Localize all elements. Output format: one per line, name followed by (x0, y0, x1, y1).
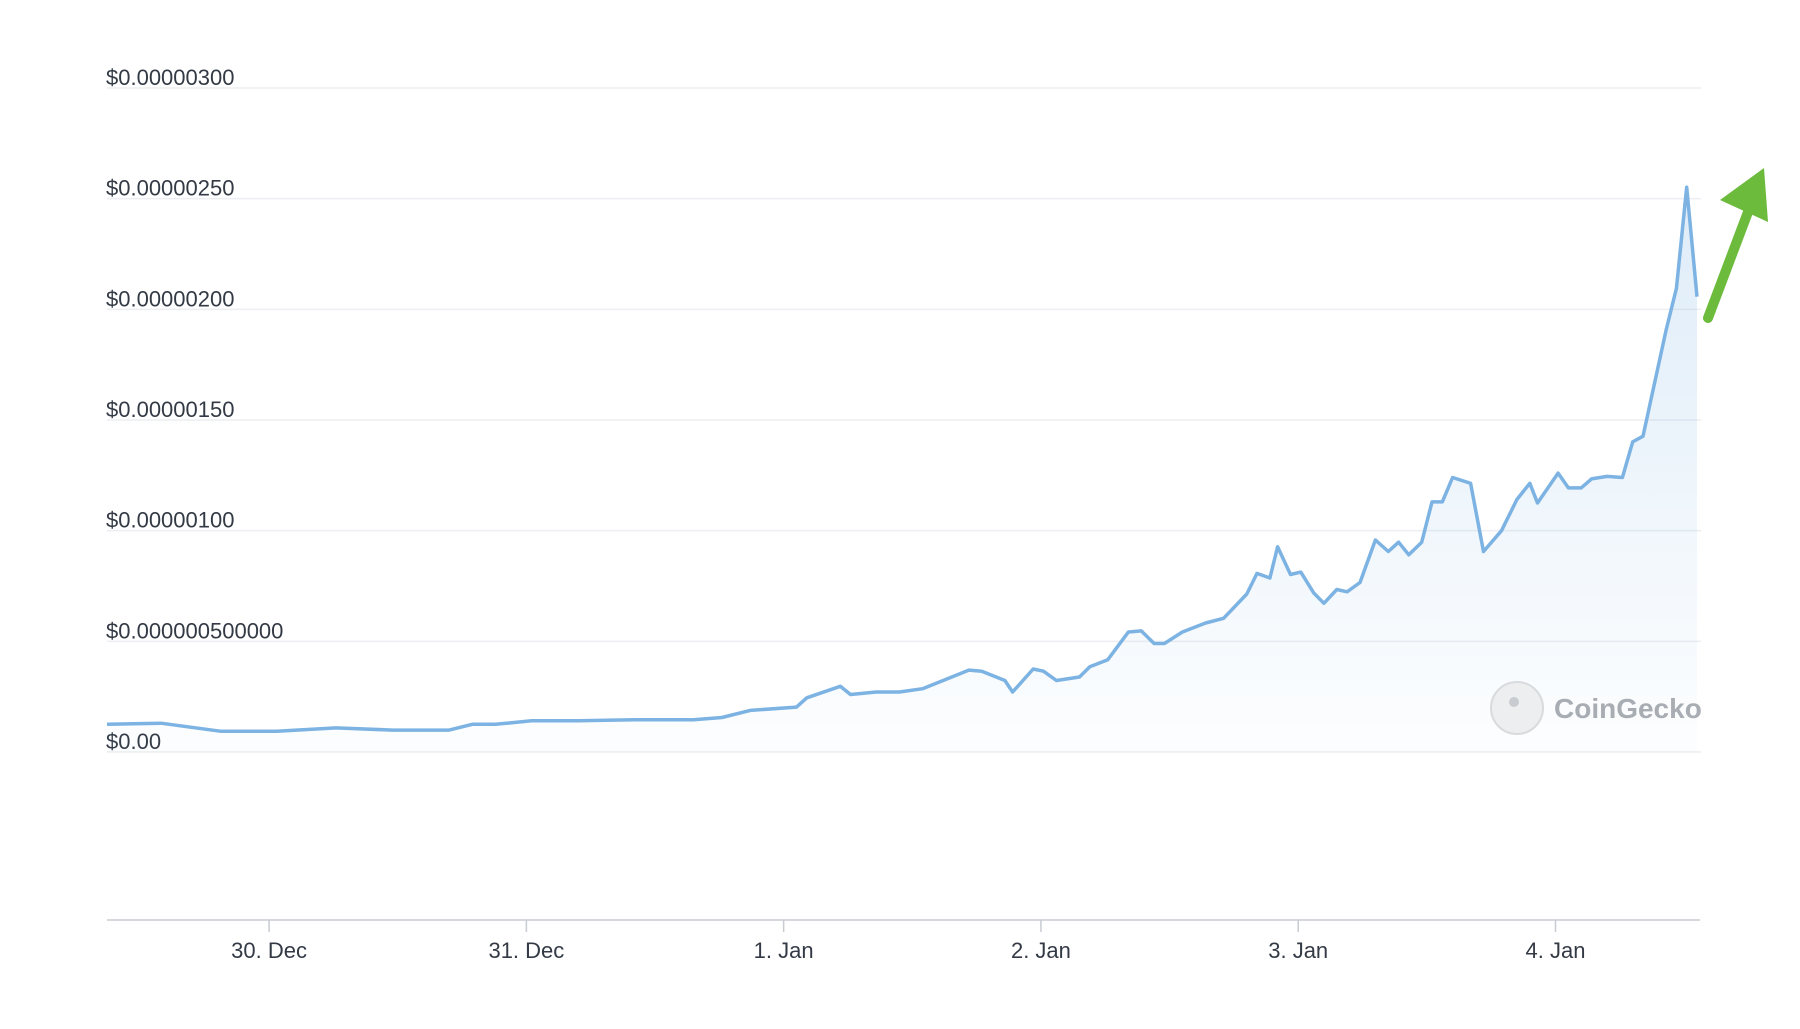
x-tick-label: 2. Jan (1011, 938, 1071, 963)
y-tick-label: $0.000000500000 (106, 618, 283, 643)
price-line (106, 185, 1699, 733)
watermark: CoinGecko (1490, 681, 1702, 735)
y-tick-label: $0.00000250 (106, 176, 234, 201)
y-tick-label: $0.00000100 (106, 508, 234, 533)
watermark-logo (1490, 681, 1544, 735)
x-tick-label: 30. Dec (231, 938, 307, 963)
arrow-shaft (1703, 207, 1753, 323)
y-tick-label: $0.00000200 (106, 286, 234, 311)
plot (106, 185, 1699, 752)
arrow-head (1720, 168, 1768, 222)
y-tick-label: $0.00000150 (106, 397, 234, 422)
grid: $0.00$0.000000500000$0.00000100$0.000001… (106, 65, 1701, 963)
area-fill (107, 187, 1697, 752)
green-arrow (1703, 168, 1768, 323)
y-tick-label: $0.00000300 (106, 65, 234, 90)
watermark-text: CoinGecko (1554, 693, 1702, 724)
watermark-logo-eye (1509, 697, 1519, 707)
x-tick-label: 31. Dec (488, 938, 564, 963)
x-tick-label: 4. Jan (1526, 938, 1586, 963)
x-tick-label: 1. Jan (754, 938, 814, 963)
x-tick-label: 3. Jan (1268, 938, 1328, 963)
